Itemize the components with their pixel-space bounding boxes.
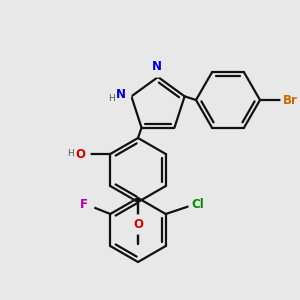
Text: Br: Br <box>283 94 297 106</box>
Text: F: F <box>80 199 88 212</box>
Text: O: O <box>133 218 143 230</box>
Text: Cl: Cl <box>191 199 204 212</box>
Text: O: O <box>75 148 85 160</box>
Text: H: H <box>108 94 115 103</box>
Text: H: H <box>67 149 74 158</box>
Text: N: N <box>116 88 126 101</box>
Text: N: N <box>152 61 162 74</box>
